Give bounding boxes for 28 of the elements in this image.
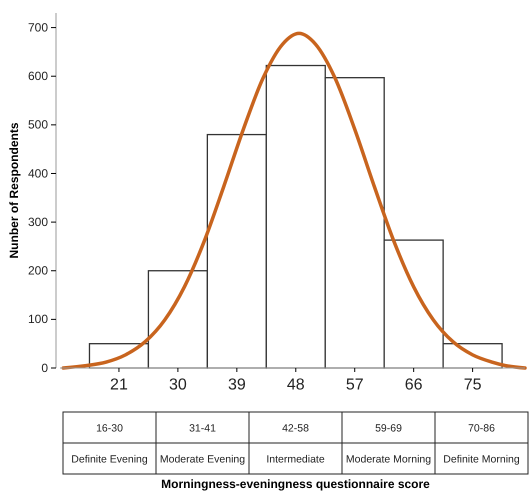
y-tick-label: 0	[41, 360, 48, 375]
y-axis-title: Nunber of Respondents	[7, 122, 21, 259]
x-tick-label: 57	[346, 376, 364, 394]
text: Morningness-eveningness questionnaire score	[161, 477, 430, 491]
text: Intermediate	[266, 454, 325, 466]
x-tick-label: 75	[464, 376, 482, 394]
x-tick-label: 66	[404, 376, 423, 394]
y-tick-label: 700	[28, 20, 48, 34]
text: 42-58	[282, 422, 310, 434]
x-tick-label: 30	[168, 376, 187, 394]
y-tick-label: 600	[28, 69, 48, 84]
y-tick-label: 500	[28, 118, 48, 132]
x-tick-label: 39	[228, 376, 246, 394]
y-tick-label: 400	[28, 166, 48, 180]
x-tick-label: 21	[110, 376, 128, 394]
text: 59-69	[375, 422, 402, 434]
text: Definite Evening	[71, 454, 148, 466]
text: 31-41	[189, 422, 216, 434]
text: Moderate Evening	[160, 454, 246, 466]
line-series	[62, 32, 527, 370]
y-tick-label: 300	[28, 214, 48, 229]
text: Definite Morning	[443, 454, 520, 466]
text: 70-86	[468, 422, 496, 434]
y-tick-label: 200	[28, 264, 48, 278]
x-tick-label: 48	[286, 376, 305, 394]
y-tick-label: 100	[28, 312, 48, 326]
text: 16-30	[96, 422, 124, 434]
text: Moderate Morning	[346, 454, 432, 466]
